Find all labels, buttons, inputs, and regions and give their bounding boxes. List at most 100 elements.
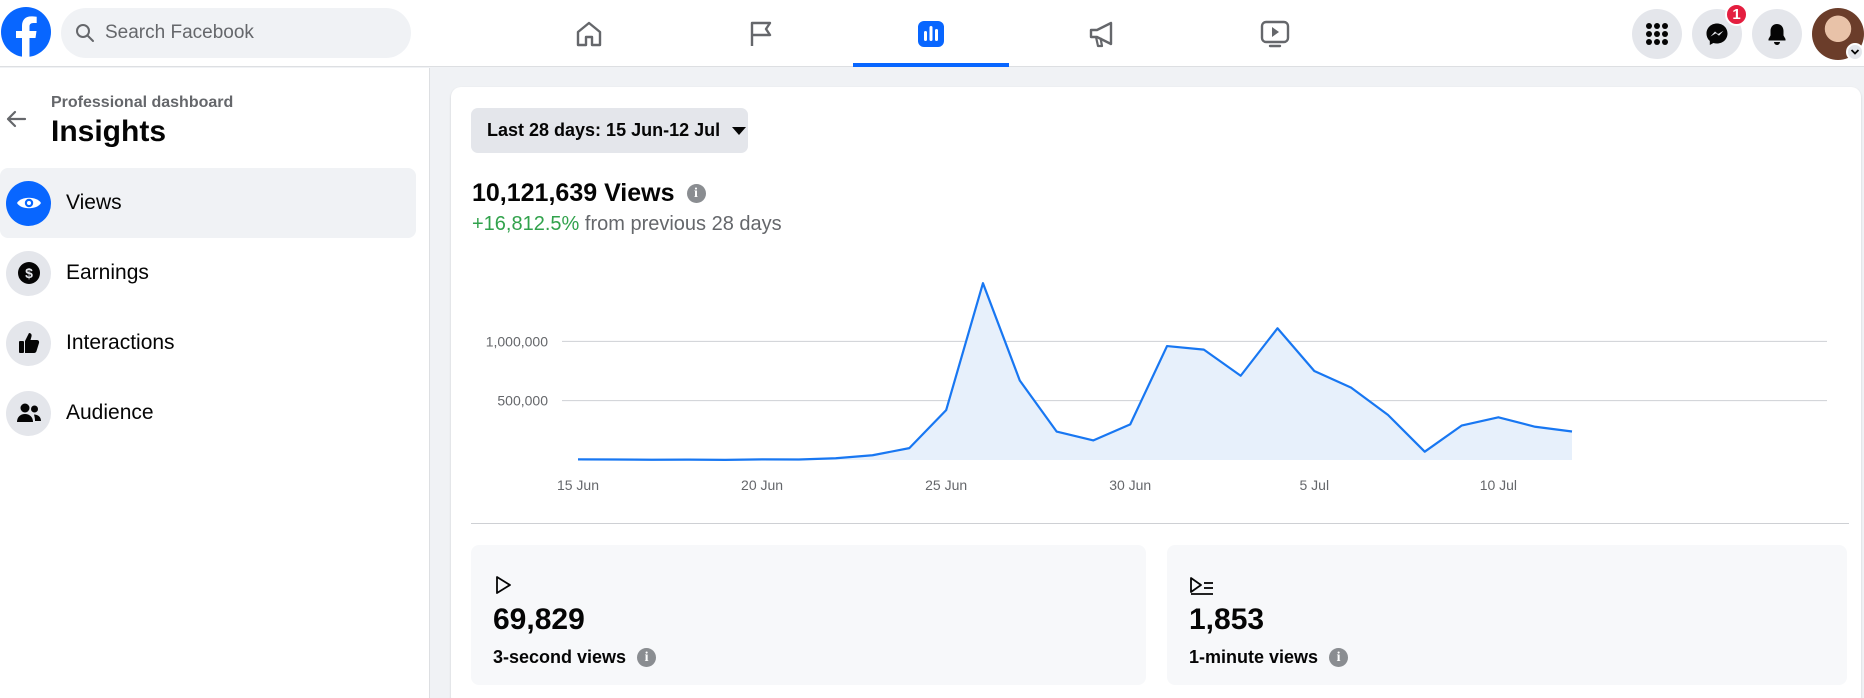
x-tick-label: 30 Jun	[1109, 477, 1151, 493]
x-tick-label: 5 Jul	[1300, 477, 1330, 493]
data-point	[1459, 423, 1464, 428]
views-total: 10,121,639 Views i	[472, 179, 706, 208]
data-point	[1349, 385, 1354, 390]
data-point	[1496, 415, 1501, 420]
messenger-icon	[1706, 23, 1728, 45]
notification-count-badge: 1	[1725, 3, 1748, 26]
metric-label: 1-minute views i	[1189, 647, 1349, 668]
x-tick-label: 15 Jun	[557, 477, 599, 493]
menu-button[interactable]	[1632, 9, 1682, 59]
bar-chart-icon	[918, 20, 944, 47]
sidebar-item-earnings[interactable]: $ Earnings	[0, 238, 416, 308]
data-point	[833, 456, 838, 461]
data-point	[1201, 347, 1206, 352]
data-point	[686, 457, 691, 462]
data-point	[760, 457, 765, 462]
views-insights-card: Last 28 days: 15 Jun-12 Jul 10,121,639 V…	[451, 87, 1861, 698]
bell-icon	[1768, 24, 1786, 45]
data-point	[723, 457, 728, 462]
video-icon	[1260, 20, 1290, 47]
thumbs-up-icon	[6, 320, 51, 366]
notifications-button[interactable]	[1752, 9, 1802, 59]
search-input[interactable]	[105, 22, 395, 44]
messenger-button[interactable]: 1	[1692, 3, 1748, 59]
metric-label-text: 3-second views	[493, 647, 627, 667]
arrow-left-icon	[6, 110, 27, 128]
tab-pages[interactable]	[683, 0, 839, 67]
people-icon	[6, 390, 51, 436]
tab-ads[interactable]	[1025, 0, 1181, 67]
divider	[471, 523, 1849, 524]
back-button[interactable]	[2, 105, 30, 133]
data-point	[1238, 373, 1243, 378]
data-point	[1128, 422, 1133, 427]
y-tick-label: 1,000,000	[486, 333, 548, 349]
data-point	[1570, 429, 1575, 434]
data-point	[576, 457, 581, 462]
data-point	[1533, 424, 1538, 429]
flag-icon	[750, 21, 772, 46]
views-total-value: 10,121,639 Views	[472, 179, 675, 207]
play-icon	[496, 576, 511, 594]
sidebar-item-label: Audience	[66, 401, 154, 424]
facebook-logo-icon[interactable]	[1, 7, 51, 57]
play-list-icon	[1190, 577, 1213, 595]
metric-card-1-minute-views[interactable]: 1,853 1-minute views i	[1167, 545, 1847, 685]
account-menu-button[interactable]	[1846, 43, 1864, 61]
data-point	[1054, 429, 1059, 434]
home-icon	[576, 21, 602, 46]
data-point	[1422, 449, 1427, 454]
tab-insights[interactable]	[853, 0, 1009, 67]
tab-home[interactable]	[511, 0, 667, 67]
metric-card-3-second-views[interactable]: 69,829 3-second views i	[471, 545, 1146, 685]
data-point	[980, 281, 985, 286]
megaphone-icon	[1089, 21, 1113, 47]
date-range-label: Last 28 days: 15 Jun-12 Jul	[487, 120, 721, 140]
svg-text:$: $	[25, 265, 33, 281]
data-point	[1312, 369, 1317, 374]
x-tick-label: 10 Jul	[1480, 477, 1517, 493]
change-suffix: from previous 28 days	[584, 213, 782, 235]
change-percent: +16,812.5%	[472, 213, 580, 235]
sidebar: Professional dashboard Insights Views $ …	[0, 68, 430, 698]
data-point	[796, 457, 801, 462]
date-range-dropdown[interactable]: Last 28 days: 15 Jun-12 Jul	[471, 108, 748, 153]
info-icon[interactable]: i	[686, 184, 706, 203]
data-point	[1017, 378, 1022, 383]
data-point	[1275, 326, 1280, 331]
data-point	[1091, 438, 1096, 443]
grid-menu-icon	[1646, 23, 1668, 45]
top-navigation-bar: 1	[0, 0, 1864, 67]
views-series-line	[577, 282, 1573, 461]
sidebar-item-audience[interactable]: Audience	[0, 378, 416, 448]
metric-value: 1,853	[1189, 603, 1265, 636]
x-tick-label: 20 Jun	[741, 477, 783, 493]
views-change: +16,812.5% from previous 28 days	[472, 213, 782, 236]
info-icon[interactable]: i	[637, 648, 657, 667]
sidebar-item-interactions[interactable]: Interactions	[0, 308, 416, 378]
info-icon[interactable]: i	[1329, 648, 1349, 667]
sidebar-item-label: Interactions	[66, 331, 175, 354]
data-point	[612, 457, 617, 462]
dollar-icon: $	[6, 250, 51, 296]
metric-label-text: 1-minute views	[1189, 647, 1319, 667]
search-icon	[76, 24, 94, 42]
views-line-chart: 500,000 1,000,000 15 Jun 20 Jun 25 Jun 30 Ju…	[486, 281, 1827, 493]
tab-watch[interactable]	[1197, 0, 1353, 67]
sidebar-item-views[interactable]: Views	[0, 168, 416, 238]
data-point	[1165, 344, 1170, 349]
x-tick-label: 25 Jun	[925, 477, 967, 493]
data-point	[944, 408, 949, 413]
search-box[interactable]	[61, 8, 411, 58]
sidebar-item-label: Earnings	[66, 261, 149, 284]
metric-label: 3-second views i	[493, 647, 657, 668]
chevron-down-icon	[1850, 49, 1860, 55]
data-point	[870, 453, 875, 458]
sidebar-item-label: Views	[66, 191, 122, 214]
data-point	[649, 457, 654, 462]
breadcrumb: Professional dashboard	[51, 94, 234, 111]
caret-down-icon	[732, 126, 747, 135]
data-point	[907, 446, 912, 451]
data-point	[1385, 412, 1390, 417]
y-tick-label: 500,000	[497, 393, 548, 409]
